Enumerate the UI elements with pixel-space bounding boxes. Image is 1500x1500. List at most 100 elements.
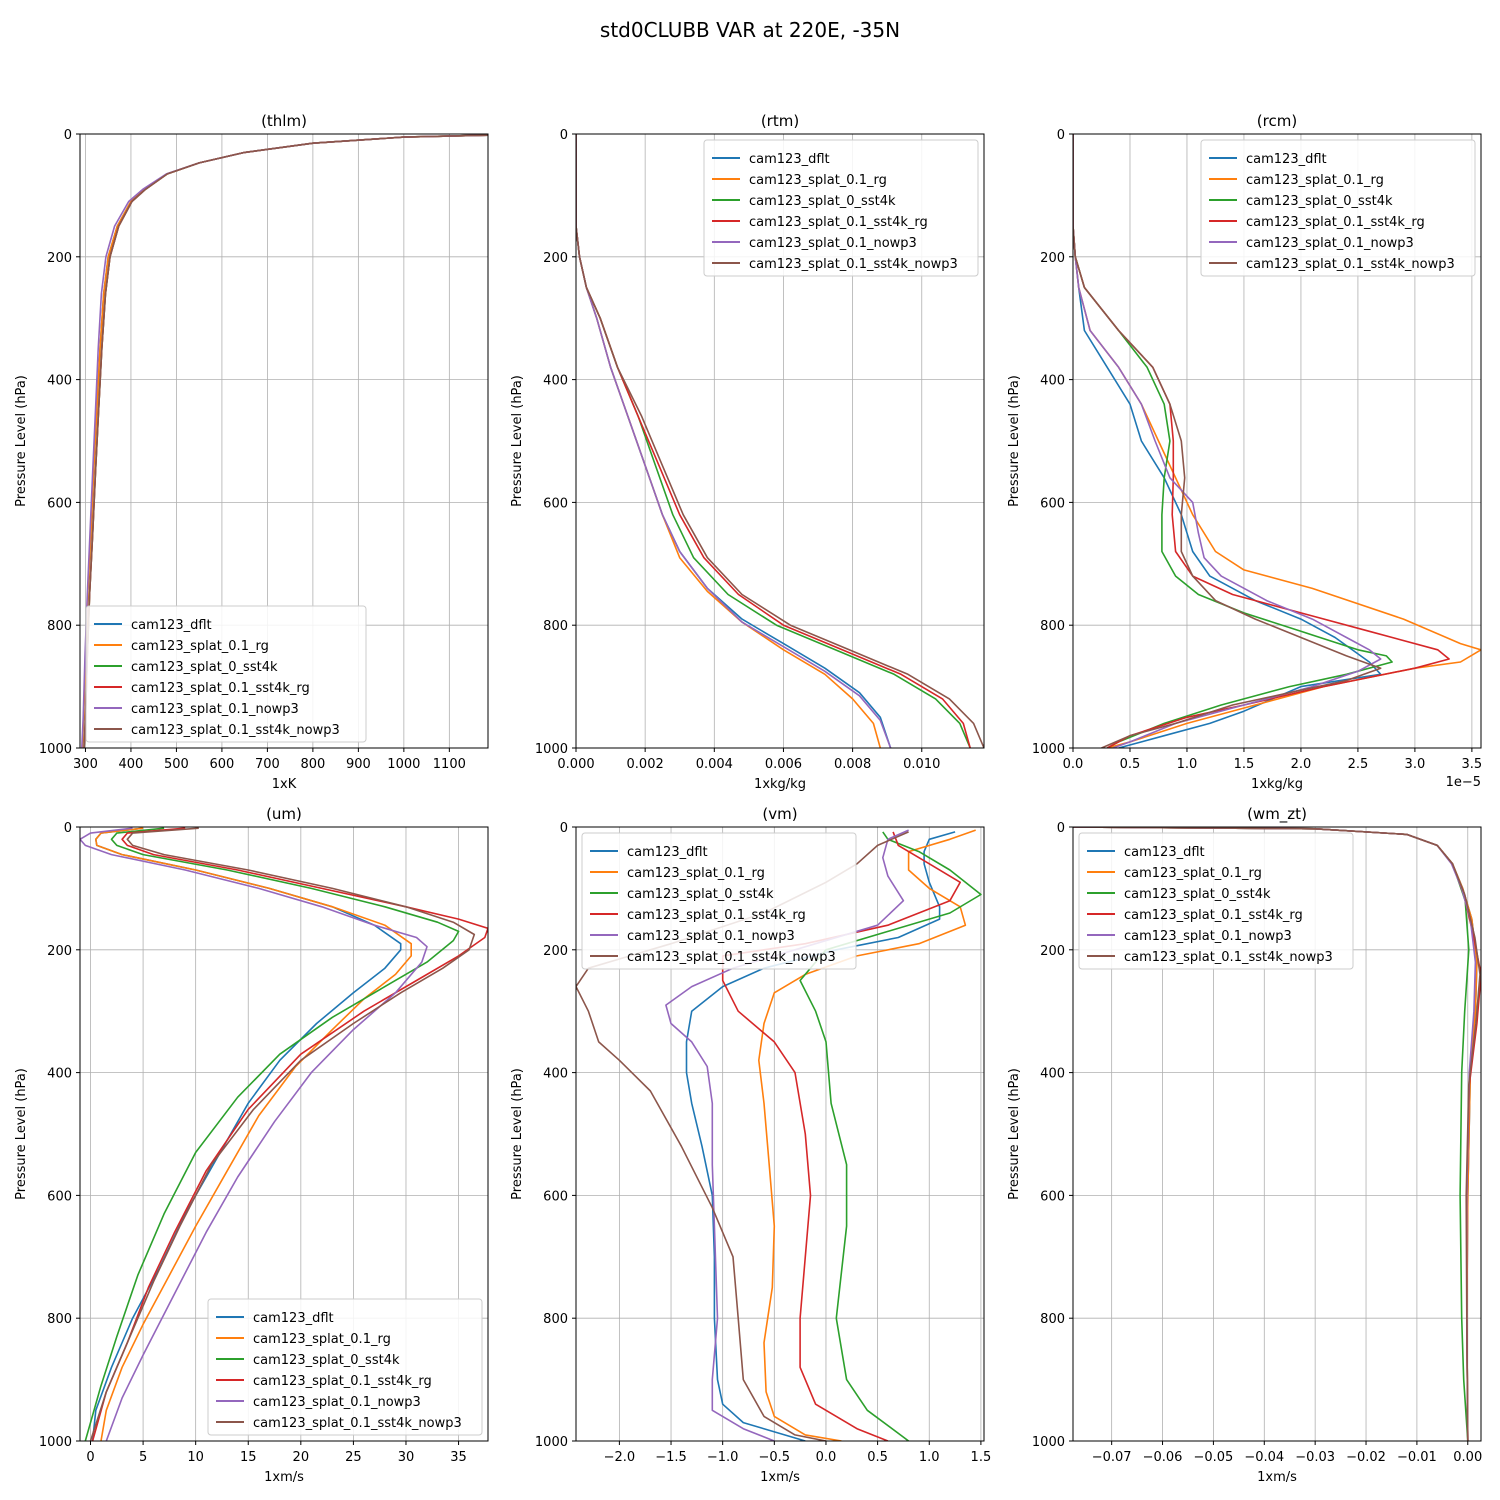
y-tick-label: 200 [1040, 944, 1065, 959]
y-tick-label: 200 [543, 251, 568, 266]
axes-frame [575, 826, 985, 1442]
legend-label: cam123_splat_0.1_nowp3 [253, 1395, 421, 1410]
x-tick-label: 0.5 [867, 1450, 888, 1465]
legend-label: cam123_splat_0.1_sst4k_nowp3 [627, 950, 836, 965]
x-tick-label: 400 [119, 757, 144, 772]
x-tick-label: 1000 [387, 757, 420, 772]
series-line-cam123_splat_0.1_sst4k_nowp3 [1073, 827, 1481, 1441]
legend-label: cam123_splat_0.1_nowp3 [1124, 929, 1292, 944]
axes-title: (rcm) [1257, 112, 1297, 130]
x-tick-label: −0.04 [1244, 1450, 1284, 1465]
y-tick-label: 0 [64, 821, 72, 836]
series-group [80, 827, 488, 1441]
x-tick-label: −1.5 [655, 1450, 687, 1465]
legend-label: cam123_splat_0.1_sst4k_rg [1124, 908, 1303, 923]
x-tick-label: 1100 [433, 757, 466, 772]
legend-box [581, 832, 857, 970]
legend-label: cam123_splat_0.1_sst4k_rg [253, 1374, 432, 1389]
series-line-cam123_splat_0.1_sst4k_rg [91, 827, 488, 1441]
axes-title: (rtm) [761, 112, 799, 130]
y-tick-label: 400 [47, 374, 72, 389]
legend-label: cam123_splat_0_sst4k [253, 1353, 400, 1368]
chart-panel-thlm: 300 400 500 600 700 800 900 1000 1100 0 200 400 600 8… [14, 112, 489, 792]
legend-label: cam123_dflt [131, 618, 212, 633]
x-tick-label: 15 [240, 1450, 257, 1465]
series-group [81, 134, 488, 748]
x-tick-label: 1.5 [971, 1450, 992, 1465]
x-tick-label: 0 [86, 1450, 94, 1465]
axes-frame [575, 133, 985, 749]
x-tick-label: 10 [187, 1450, 204, 1465]
y-tick-label: 1000 [535, 742, 568, 757]
legend-box [1078, 832, 1354, 970]
x-tick-label: 0.5 [1120, 757, 1141, 772]
y-tick-label: 800 [1040, 619, 1065, 634]
y-tick-label: 800 [1040, 1312, 1065, 1327]
series-line-cam123_splat_0.1_sst4k_nowp3 [576, 134, 984, 748]
legend-label: cam123_dflt [253, 1311, 334, 1326]
x-tick-label: 2.0 [1291, 757, 1312, 772]
x-tick-label: −2.0 [604, 1450, 636, 1465]
x-tick-label: 20 [293, 1450, 310, 1465]
axes-title: (um) [266, 805, 302, 823]
x-tick-label: 800 [300, 757, 325, 772]
y-tick-label: 600 [543, 1189, 568, 1204]
legend-label: cam123_dflt [1246, 152, 1327, 167]
x-tick-label: 600 [209, 757, 234, 772]
legend-label: cam123_dflt [1124, 845, 1205, 860]
x-tick-label: −0.01 [1397, 1450, 1437, 1465]
x-tick-label: 0.002 [627, 757, 664, 772]
x-tick-label: 0.000 [557, 757, 594, 772]
y-axis-label: Pressure Level (hPa) [1007, 1068, 1022, 1200]
x-tick-label: 1.0 [919, 1450, 940, 1465]
y-tick-label: 600 [1040, 1189, 1065, 1204]
legend-label: cam123_splat_0.1_nowp3 [1246, 236, 1414, 251]
y-tick-label: 400 [543, 1067, 568, 1082]
legend-label: cam123_splat_0_sst4k [749, 194, 896, 209]
x-tick-label: 0.0 [1063, 757, 1084, 772]
axes-frame [1072, 133, 1482, 749]
x-tick-label: 35 [450, 1450, 467, 1465]
legend-label: cam123_splat_0.1_sst4k_rg [1246, 215, 1425, 230]
x-tick-label: 300 [73, 757, 98, 772]
series-line-cam123_splat_0.1_rg [758, 829, 976, 1441]
legend-label: cam123_splat_0_sst4k [131, 660, 278, 675]
legend: cam123_dflt cam123_splat_0.1_rg cam123_spl… [1078, 832, 1354, 970]
legend-label: cam123_splat_0.1_rg [1124, 866, 1262, 881]
legend-label: cam123_splat_0.1_rg [131, 639, 269, 654]
series-group [1073, 134, 1481, 748]
legend: cam123_dflt cam123_splat_0.1_rg cam123_spl… [703, 139, 979, 277]
y-tick-label: 200 [47, 944, 72, 959]
axes-title: (wm_zt) [1247, 805, 1307, 824]
y-tick-label: 1000 [1032, 1435, 1065, 1450]
series-line-cam123_splat_0.1_rg [95, 827, 412, 1441]
series-line-cam123_splat_0.1_sst4k_nowp3 [1073, 134, 1382, 748]
legend-label: cam123_splat_0.1_sst4k_rg [749, 215, 928, 230]
x-offset-text: 1e−5 [1446, 775, 1481, 790]
legend-label: cam123_splat_0.1_sst4k_nowp3 [253, 1416, 462, 1431]
x-tick-label: 0.010 [903, 757, 940, 772]
series-group [576, 134, 984, 748]
x-tick-label: 1.5 [1234, 757, 1255, 772]
series-group [1073, 827, 1481, 1441]
legend-label: cam123_splat_0.1_rg [253, 1332, 391, 1347]
x-tick-label: −1.0 [707, 1450, 739, 1465]
legend-label: cam123_splat_0.1_nowp3 [627, 929, 795, 944]
chart-panel-rtm: 0.000 0.002 0.004 0.006 0.008 0.010 0 200 400 600… [510, 112, 985, 792]
subplot-grid: 300 400 500 600 700 800 900 1000 110002004006008… [14, 112, 1482, 1485]
y-tick-label: 400 [1040, 1067, 1065, 1082]
legend-box [703, 139, 979, 277]
y-axis-label: Pressure Level (hPa) [14, 1068, 29, 1200]
x-tick-label: 700 [255, 757, 280, 772]
axes-frame [79, 133, 489, 749]
x-tick-label: −0.06 [1143, 1450, 1183, 1465]
chart-panel-wm_zt: −0.07 −0.06 −0.05 −0.04 −0.03 −0.02 −0.01 0.00 0… [1007, 805, 1482, 1485]
legend-box [207, 1298, 483, 1436]
x-axis-label: 1xm/s [264, 1470, 304, 1485]
series-line-cam123_splat_0.1_sst4k_nowp3 [89, 827, 476, 1441]
x-tick-label: −0.02 [1346, 1450, 1386, 1465]
x-tick-label: 900 [346, 757, 371, 772]
x-axis-label: 1xkg/kg [754, 777, 806, 792]
y-tick-label: 0 [560, 128, 568, 143]
x-tick-label: 0.00 [1453, 1450, 1482, 1465]
